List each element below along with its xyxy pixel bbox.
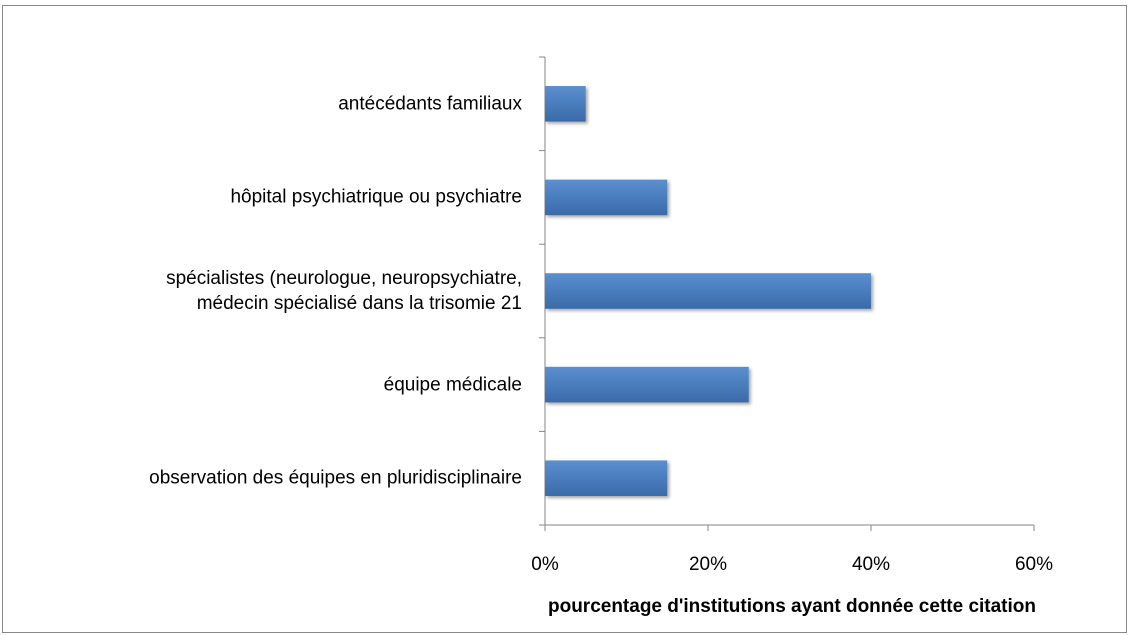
x-tick-label: 40% xyxy=(852,554,890,575)
y-tick-label: antécédants familiaux xyxy=(338,93,522,115)
bar xyxy=(545,366,749,403)
bar xyxy=(545,460,668,496)
y-tick-label: observation des équipes en pluridiscipli… xyxy=(149,467,522,489)
y-tick-label: spécialistes (neurologue, neuropsychiatr… xyxy=(166,268,522,314)
x-axis-title: pourcentage d'institutions ayant donnée … xyxy=(548,596,1036,617)
x-tick-label: 60% xyxy=(1015,554,1053,575)
x-tick-label: 0% xyxy=(531,554,559,575)
bar xyxy=(545,273,871,309)
y-tick-label: hôpital psychiatrique ou psychiatre xyxy=(230,186,522,208)
y-tick-label: équipe médicale xyxy=(383,374,522,396)
bar xyxy=(545,86,586,122)
bar xyxy=(545,179,668,216)
x-tick-label: 20% xyxy=(689,554,727,575)
